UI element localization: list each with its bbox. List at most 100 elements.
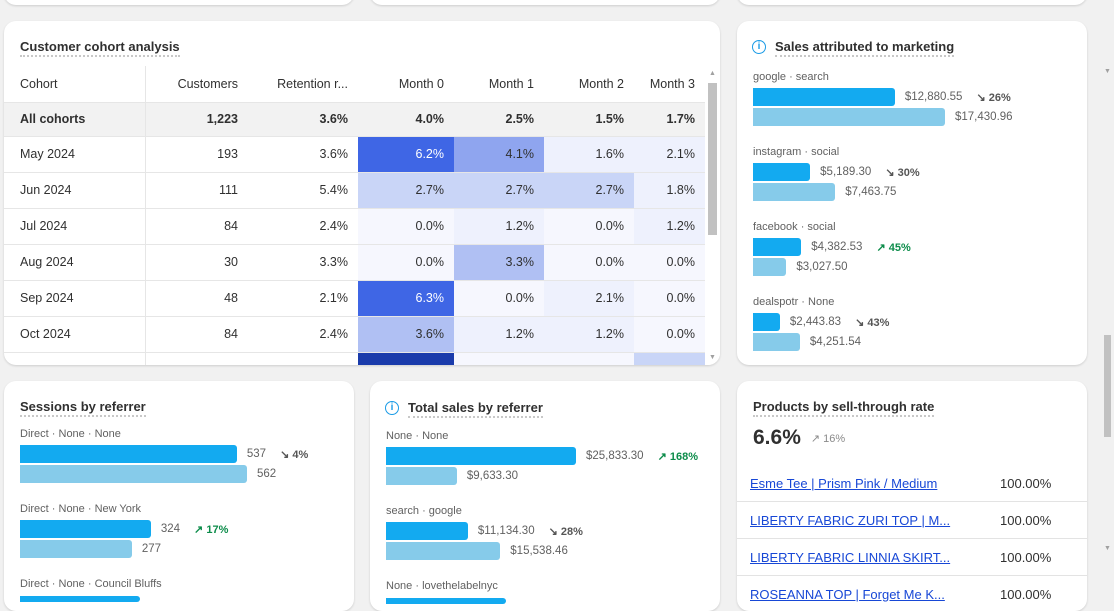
previous-row: $7,463.75 bbox=[753, 182, 920, 202]
product-row: LIBERTY FABRIC LINNIA SKIRT... 100.00% bbox=[737, 539, 1087, 576]
month-cell: 2.1% bbox=[544, 280, 634, 317]
retention-cell: 2.1% bbox=[248, 280, 358, 317]
current-bar[interactable] bbox=[753, 88, 895, 106]
scrollbar-thumb[interactable] bbox=[708, 83, 717, 235]
cohort-cell: Jun 2024 bbox=[4, 172, 146, 209]
month-cell: 3.6% bbox=[358, 316, 454, 353]
top-card-3 bbox=[737, 0, 1087, 5]
month-cell: 2.5% bbox=[454, 102, 544, 137]
cohort-cell: May 2024 bbox=[4, 136, 146, 173]
product-link[interactable]: ROSEANNA TOP | Forget Me K... bbox=[750, 586, 945, 602]
month-cell: 2.7% bbox=[544, 172, 634, 209]
sessions-title[interactable]: Sessions by referrer bbox=[20, 399, 146, 417]
previous-bar[interactable] bbox=[386, 467, 457, 485]
month-cell bbox=[4, 352, 146, 365]
month-cell: 1.2% bbox=[454, 316, 544, 353]
bar-group: Direct · None · None 537 ↘ 4% 562 bbox=[20, 428, 308, 484]
table-row: Sep 2024 48 2.1% 6.3% 0.0% 2.1% 0.0% bbox=[4, 280, 705, 317]
column-header[interactable]: Month 3 bbox=[634, 66, 705, 103]
column-header[interactable]: Cohort bbox=[4, 66, 146, 103]
current-bar[interactable] bbox=[753, 313, 780, 331]
table-scrollbar[interactable]: ▲ ▼ bbox=[705, 66, 720, 365]
page-scroll-up-icon[interactable]: ▼ bbox=[1104, 68, 1111, 75]
bar-group: None · lovethelabelnyc bbox=[386, 580, 516, 604]
product-rate: 100.00% bbox=[1000, 512, 1052, 528]
product-link[interactable]: LIBERTY FABRIC ZURI TOP | M... bbox=[750, 512, 951, 528]
table-row bbox=[4, 352, 705, 365]
month-cell bbox=[145, 352, 248, 365]
current-row: $25,833.30 ↗ 168% bbox=[386, 446, 698, 466]
month-cell: 4.0% bbox=[358, 102, 454, 137]
cohort-title[interactable]: Customer cohort analysis bbox=[20, 39, 180, 57]
change-badge: ↗ 17% bbox=[194, 523, 228, 536]
change-badge: ↘ 26% bbox=[976, 91, 1010, 104]
current-value: $11,134.30 bbox=[477, 525, 535, 537]
cohort-table: Cohort Customers Retention r... Month 0 Mont… bbox=[4, 66, 705, 365]
table-row: Oct 2024 84 2.4% 3.6% 1.2% 1.2% 0.0% bbox=[4, 316, 705, 353]
current-bar[interactable] bbox=[386, 522, 468, 540]
scroll-up-icon[interactable]: ▲ bbox=[709, 70, 716, 77]
current-row: $12,880.55 ↘ 26% bbox=[753, 87, 1013, 107]
month-cell bbox=[454, 352, 544, 365]
change-badge: ↘ 30% bbox=[885, 166, 919, 179]
bar-group: Direct · None · Council Bluffs bbox=[20, 578, 162, 602]
arrow-down-right-icon: ↘ bbox=[885, 166, 898, 179]
scroll-down-icon[interactable]: ▼ bbox=[709, 354, 716, 361]
customers-cell: 30 bbox=[145, 244, 248, 281]
referrer-sales-card: i Total sales by referrer None · None $25,… bbox=[370, 381, 720, 611]
marketing-title-text: Sales attributed to marketing bbox=[775, 39, 955, 54]
bar-label: Direct · None · Council Bluffs bbox=[20, 578, 162, 590]
marketing-title[interactable]: i Sales attributed to marketing bbox=[752, 39, 955, 57]
table-row: Aug 2024 30 3.3% 0.0% 3.3% 0.0% 0.0% bbox=[4, 244, 705, 281]
current-row: 324 ↗ 17% bbox=[20, 519, 228, 539]
month-cell: 0.0% bbox=[634, 244, 705, 281]
customers-cell: 1,223 bbox=[145, 102, 248, 137]
previous-bar[interactable] bbox=[386, 542, 501, 560]
info-icon[interactable]: i bbox=[752, 40, 766, 54]
change-badge: ↗ 168% bbox=[658, 450, 698, 463]
column-header[interactable]: Month 1 bbox=[454, 66, 544, 103]
current-bar[interactable] bbox=[20, 520, 151, 538]
top-card-1 bbox=[4, 0, 354, 5]
sell-through-value: 6.6% bbox=[753, 426, 801, 449]
products-title[interactable]: Products by sell-through rate bbox=[753, 399, 935, 417]
current-row: $5,189.30 ↘ 30% bbox=[753, 162, 920, 182]
column-header[interactable]: Retention r... bbox=[248, 66, 358, 103]
previous-bar[interactable] bbox=[753, 183, 836, 201]
current-bar[interactable] bbox=[753, 238, 802, 256]
info-icon[interactable]: i bbox=[385, 401, 399, 415]
previous-row: $15,538.46 bbox=[386, 541, 583, 561]
product-row: ROSEANNA TOP | Forget Me K... 100.00% bbox=[737, 576, 1087, 611]
change-value: 26% bbox=[988, 91, 1011, 104]
page-scroll-down-icon[interactable]: ▼ bbox=[1104, 545, 1111, 552]
referrer-sales-title[interactable]: i Total sales by referrer bbox=[385, 400, 543, 418]
previous-row: $9,633.30 bbox=[386, 466, 698, 486]
retention-cell: 3.6% bbox=[248, 102, 358, 137]
previous-bar[interactable] bbox=[20, 540, 132, 558]
product-link[interactable]: LIBERTY FABRIC LINNIA SKIRT... bbox=[750, 549, 951, 565]
change-value: 30% bbox=[897, 166, 920, 179]
previous-bar[interactable] bbox=[20, 465, 247, 483]
marketing-card: i Sales attributed to marketing google · … bbox=[737, 21, 1087, 365]
sell-through-change: ↗ 16% bbox=[810, 432, 846, 445]
page-scrollbar-thumb[interactable] bbox=[1104, 335, 1111, 437]
month-cell: 1.2% bbox=[634, 208, 705, 245]
column-header[interactable]: Month 2 bbox=[544, 66, 634, 103]
customers-cell: 193 bbox=[145, 136, 248, 173]
current-bar[interactable] bbox=[20, 445, 237, 463]
current-value: 537 bbox=[246, 448, 267, 460]
previous-bar[interactable] bbox=[753, 258, 787, 276]
current-row: $11,134.30 ↘ 28% bbox=[386, 521, 583, 541]
previous-bar[interactable] bbox=[753, 333, 800, 351]
column-header[interactable]: Month 0 bbox=[358, 66, 454, 103]
current-bar[interactable] bbox=[386, 447, 576, 465]
cohort-card: Customer cohort analysis Cohort Customers… bbox=[4, 21, 720, 365]
change-value: 4% bbox=[292, 448, 309, 461]
previous-bar[interactable] bbox=[753, 108, 945, 126]
current-value: $2,443.83 bbox=[789, 316, 842, 328]
column-header[interactable]: Customers bbox=[145, 66, 248, 103]
table-header: Cohort Customers Retention r... Month 0 Mont… bbox=[4, 66, 705, 103]
current-bar[interactable] bbox=[753, 163, 811, 181]
change-value: 168% bbox=[669, 450, 698, 463]
product-link[interactable]: Esme Tee | Prism Pink / Medium bbox=[750, 475, 938, 491]
